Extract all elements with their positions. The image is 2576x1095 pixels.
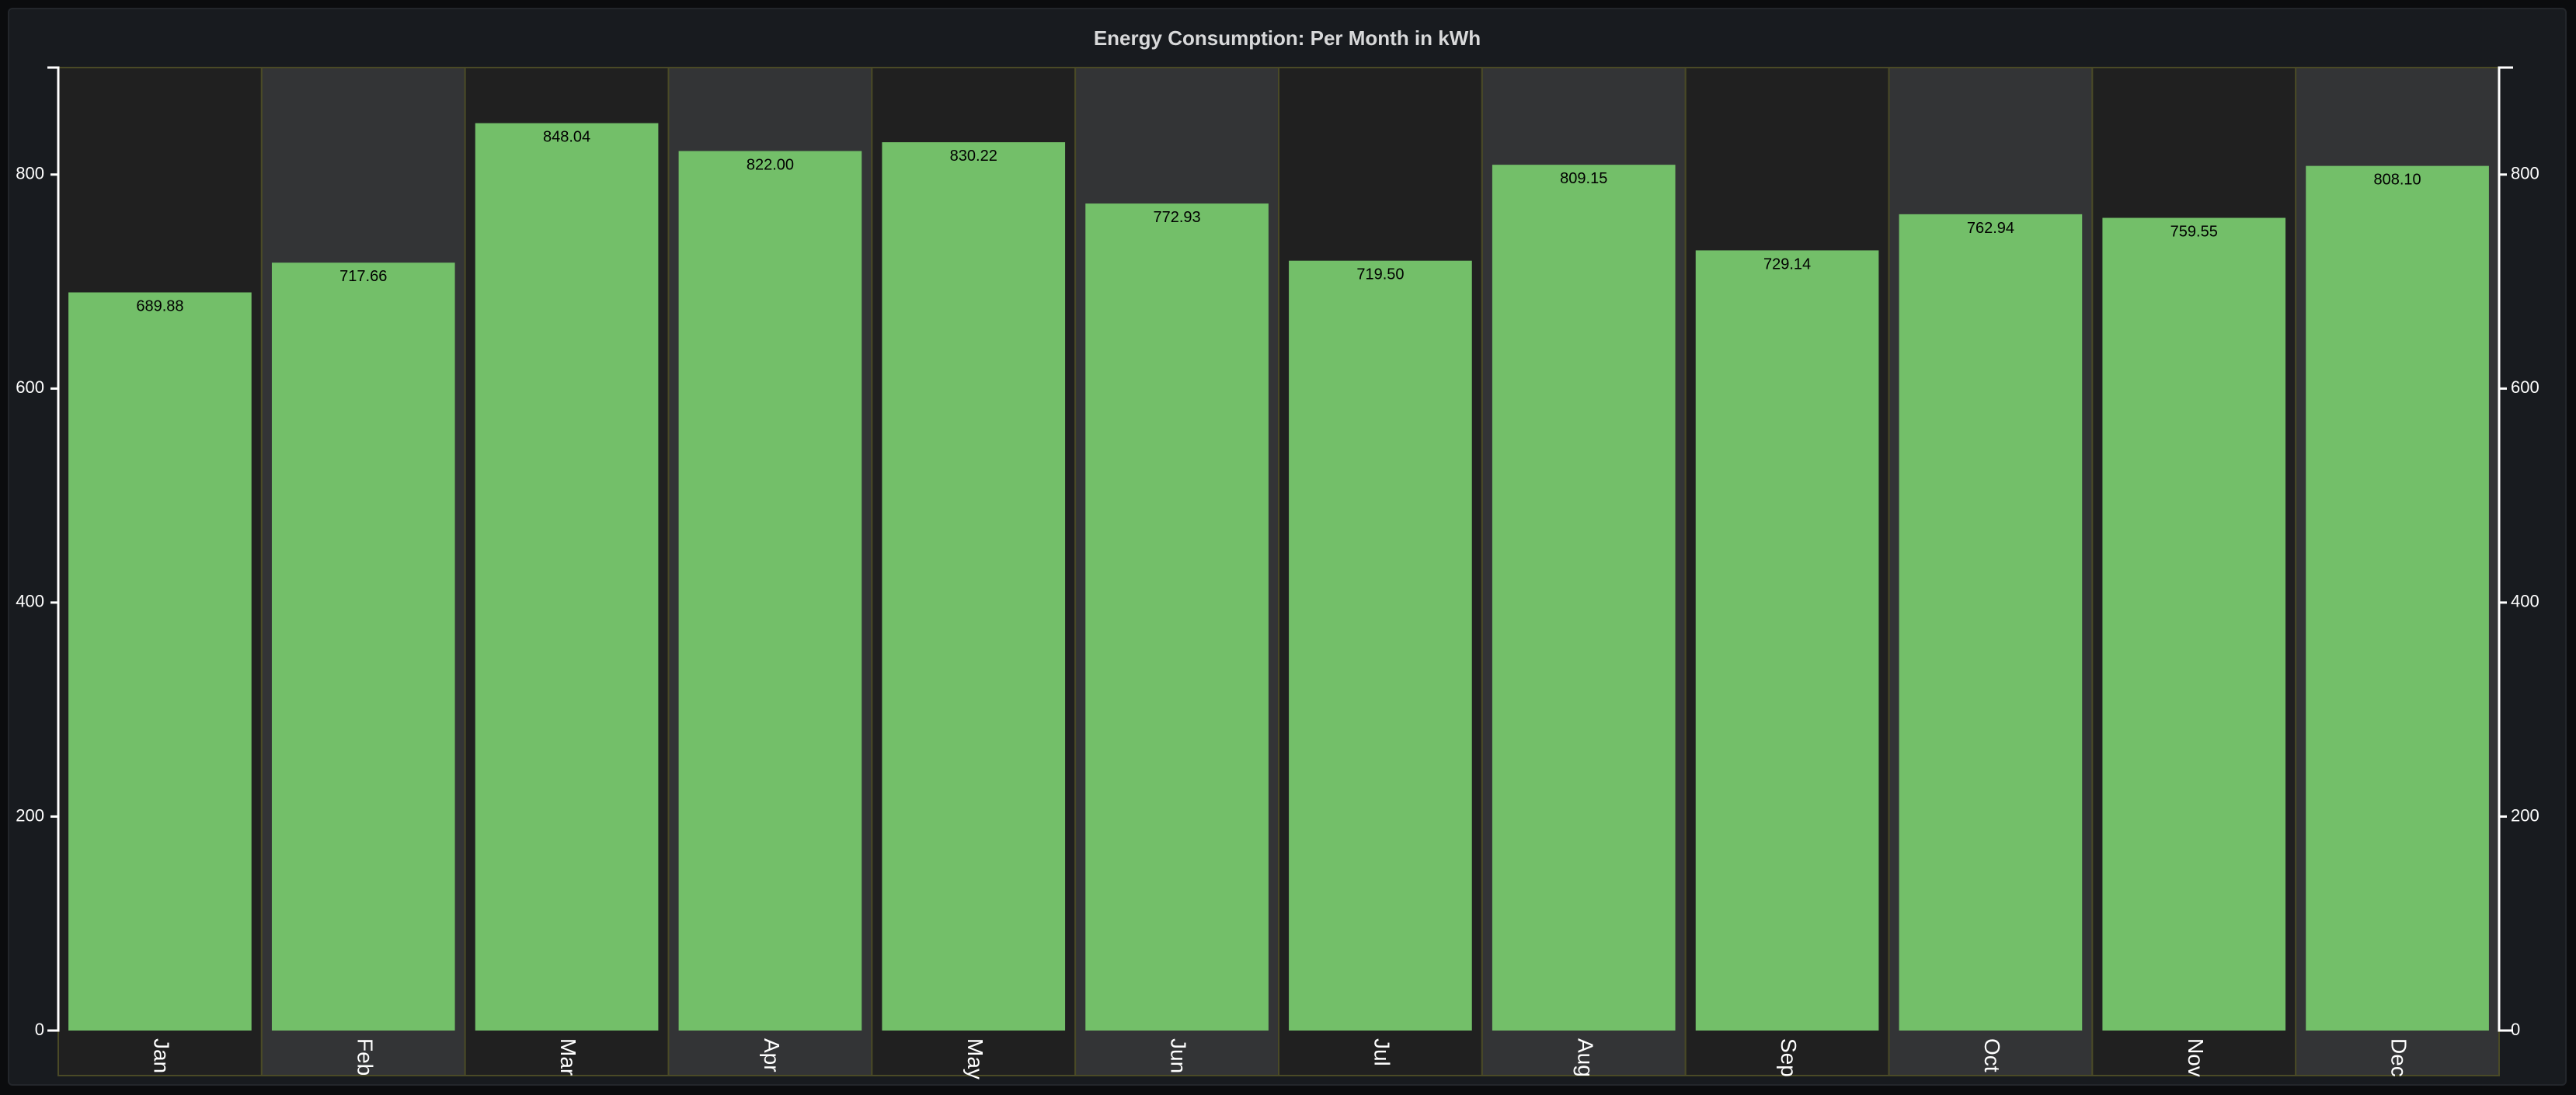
bar-dec (2306, 165, 2489, 1031)
bar-sep (1695, 250, 1879, 1031)
right-y-tick-label: 800 (2511, 164, 2539, 183)
right-y-axis (2498, 66, 2513, 1032)
data-label: 759.55 (2170, 224, 2218, 241)
bar-oct (1899, 214, 2083, 1031)
panel-title: Energy Consumption: Per Month in kWh (1093, 26, 1481, 50)
bar-aug (1492, 165, 1676, 1031)
left-y-tick-label: 200 (16, 805, 44, 825)
x-tick-label: Dec (2387, 1038, 2411, 1077)
data-label: 848.04 (543, 129, 590, 146)
x-tick-label: Sep (1777, 1038, 1801, 1077)
data-label: 772.93 (1153, 209, 1200, 226)
data-label: 729.14 (1763, 255, 1811, 273)
left-y-axis (47, 66, 60, 1032)
x-tick-label: Apr (760, 1038, 784, 1072)
left-y-tick-label: 0 (35, 1020, 44, 1039)
x-tick-label: Aug (1573, 1038, 1597, 1077)
x-tick-label: Jan (150, 1038, 174, 1073)
x-tick-label: May (963, 1038, 987, 1079)
bar-nov (2102, 217, 2286, 1031)
right-y-tick-label: 600 (2511, 377, 2539, 397)
bar-jun (1085, 203, 1269, 1031)
x-tick-label: Mar (556, 1038, 580, 1076)
left-y-tick-label: 800 (16, 164, 44, 183)
left-y-tick-label: 400 (16, 592, 44, 611)
x-tick-label: Feb (353, 1038, 377, 1076)
bar-apr (678, 151, 862, 1031)
x-tick-label: Nov (2184, 1038, 2208, 1077)
bar-may (882, 142, 1066, 1031)
right-y-tick-label: 0 (2511, 1020, 2520, 1039)
bar-jul (1289, 260, 1472, 1031)
data-label: 809.15 (1560, 170, 1607, 187)
data-label: 822.00 (747, 156, 794, 173)
right-y-tick-label: 400 (2511, 592, 2539, 611)
x-tick-label: Jun (1167, 1038, 1191, 1073)
data-label: 689.88 (136, 297, 183, 315)
left-y-tick-label: 600 (16, 377, 44, 397)
data-label: 762.94 (1967, 220, 2014, 237)
bar-feb (271, 262, 455, 1031)
data-label: 717.66 (339, 268, 387, 285)
right-y-tick-label: 200 (2511, 805, 2539, 825)
data-label: 830.22 (950, 148, 997, 165)
bar-mar (475, 123, 659, 1031)
bar-chart: 689.88 Jan 717.66 Feb 848.04 Mar 822.00 Apr 830.… (16, 66, 2539, 1079)
chart-panel: Energy Consumption: Per Month in kWh 689… (8, 8, 2567, 1086)
data-label: 808.10 (2373, 172, 2421, 189)
bar-jan (68, 292, 252, 1031)
data-label: 719.50 (1356, 266, 1404, 283)
x-tick-label: Oct (1980, 1038, 2004, 1072)
x-tick-label: Jul (1370, 1038, 1394, 1066)
